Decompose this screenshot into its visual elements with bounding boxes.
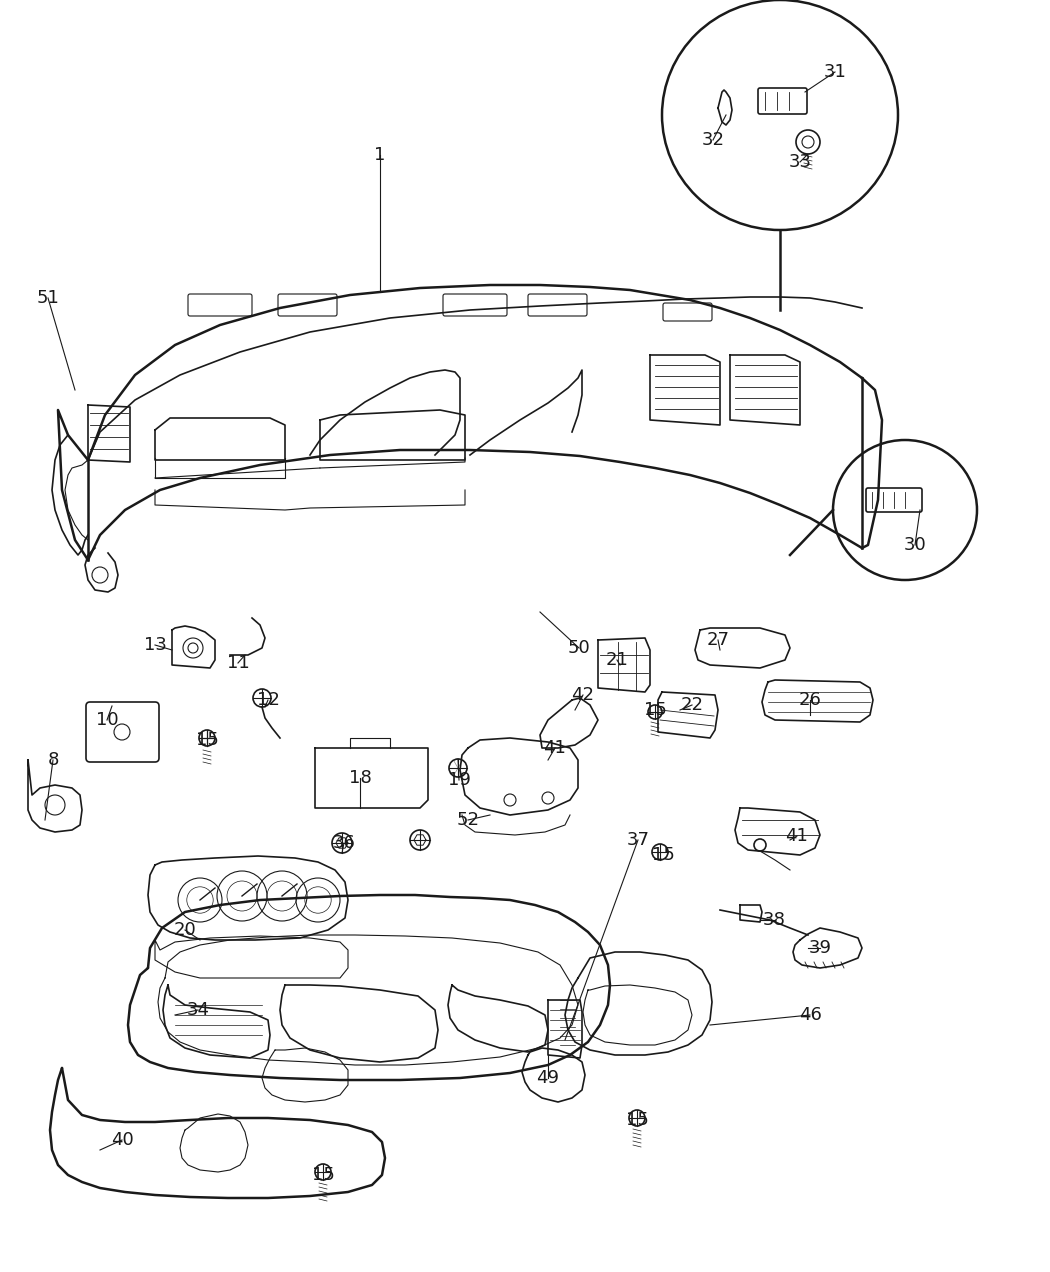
Text: 33: 33 bbox=[789, 153, 812, 170]
Text: 52: 52 bbox=[457, 812, 480, 829]
Text: 49: 49 bbox=[537, 1068, 560, 1088]
Text: 39: 39 bbox=[808, 939, 832, 957]
Text: 36: 36 bbox=[333, 834, 356, 852]
Text: 38: 38 bbox=[762, 911, 785, 929]
Text: 15: 15 bbox=[626, 1110, 649, 1130]
Text: 18: 18 bbox=[349, 770, 372, 787]
Text: 10: 10 bbox=[96, 711, 119, 729]
Text: 37: 37 bbox=[627, 831, 650, 848]
Text: 19: 19 bbox=[447, 771, 470, 789]
Text: 41: 41 bbox=[785, 827, 808, 845]
Text: 26: 26 bbox=[799, 691, 821, 709]
Text: 41: 41 bbox=[544, 739, 566, 757]
Text: 42: 42 bbox=[571, 686, 594, 703]
Text: 40: 40 bbox=[110, 1131, 133, 1149]
Text: 31: 31 bbox=[823, 64, 846, 81]
Text: 46: 46 bbox=[799, 1006, 821, 1024]
Text: 21: 21 bbox=[606, 651, 629, 669]
Text: 27: 27 bbox=[707, 631, 730, 649]
Text: 32: 32 bbox=[701, 131, 724, 149]
Text: 12: 12 bbox=[256, 691, 279, 709]
Text: 51: 51 bbox=[37, 289, 60, 307]
Text: 15: 15 bbox=[195, 731, 218, 749]
Text: 8: 8 bbox=[47, 750, 59, 770]
Text: 50: 50 bbox=[568, 639, 590, 658]
Text: 30: 30 bbox=[904, 536, 926, 555]
Text: 15: 15 bbox=[644, 701, 667, 719]
Text: 34: 34 bbox=[187, 1001, 210, 1019]
Text: 20: 20 bbox=[173, 921, 196, 939]
Text: 11: 11 bbox=[227, 654, 250, 672]
Text: 13: 13 bbox=[144, 636, 167, 654]
Text: 1: 1 bbox=[374, 146, 385, 164]
Text: 22: 22 bbox=[680, 696, 704, 714]
Text: 15: 15 bbox=[652, 846, 674, 864]
Text: 15: 15 bbox=[312, 1166, 335, 1184]
